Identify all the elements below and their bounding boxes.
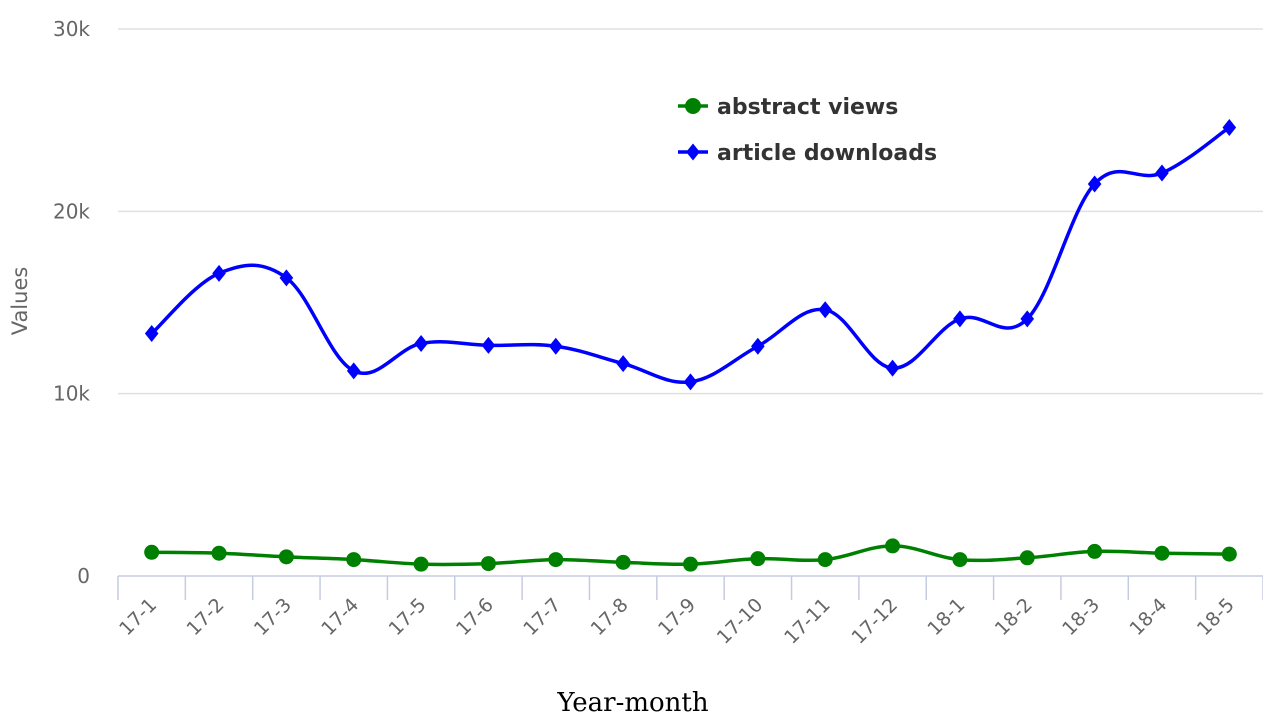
x-tick-label: 17-12 (847, 594, 902, 649)
legend-label: article downloads (717, 141, 937, 166)
data-point (750, 551, 766, 567)
data-point (1020, 310, 1035, 328)
x-tick-label: 17-3 (250, 594, 296, 640)
data-point (1155, 164, 1169, 182)
x-tick-label: 17-5 (385, 594, 431, 640)
data-point (346, 552, 362, 568)
data-point (885, 538, 901, 554)
data-point (885, 359, 900, 377)
x-tick-label: 18-2 (991, 594, 1037, 640)
x-tick-label: 17-6 (452, 594, 498, 640)
y-axis: 0 10k 20k 30k (53, 17, 90, 588)
grid-lines (118, 28, 1263, 395)
y-tick-label: 30k (53, 17, 90, 41)
data-point (1221, 546, 1237, 562)
data-point (481, 336, 496, 354)
x-tick-label: 18-1 (923, 594, 969, 640)
series-article-downloads (144, 118, 1237, 391)
data-point (683, 373, 698, 391)
x-tick-label: 18-4 (1125, 594, 1171, 640)
x-tick-label: 17-4 (317, 594, 363, 640)
x-axis-label: Year-month (556, 688, 709, 713)
x-axis: 17-1 17-2 17-3 17-4 17-5 17-6 17-7 17-8 17-9 17-1… (115, 575, 1263, 649)
diamond-marker-icon (686, 143, 700, 161)
x-tick-label: 17-1 (115, 594, 161, 640)
data-point (346, 362, 361, 380)
legend: abstract views article downloads (678, 95, 937, 166)
data-point (278, 549, 294, 565)
y-axis-label: Values (8, 267, 32, 336)
data-point (1154, 545, 1170, 561)
x-tick-label: 18-5 (1193, 594, 1239, 640)
data-point (751, 337, 765, 355)
x-tick-label: 17-9 (654, 594, 700, 640)
data-point (683, 556, 698, 572)
x-tick-label: 17-11 (780, 594, 835, 649)
data-point (279, 269, 294, 287)
data-point (144, 324, 159, 342)
data-point (952, 552, 968, 568)
data-point (144, 544, 160, 560)
x-tick-label: 17-2 (183, 594, 229, 640)
x-tick-label: 18-3 (1058, 594, 1104, 640)
data-point (616, 355, 630, 373)
data-point (615, 554, 631, 570)
data-point (1222, 118, 1237, 136)
data-point (211, 545, 227, 561)
legend-item-article-downloads: article downloads (678, 141, 937, 166)
data-point (414, 335, 428, 353)
data-point (413, 556, 429, 572)
y-tick-label: 10k (53, 382, 90, 406)
data-point (818, 301, 833, 319)
legend-label: abstract views (717, 95, 898, 120)
series-line-article-downloads (150, 126, 1231, 384)
data-point (1087, 543, 1103, 559)
data-point (1087, 175, 1102, 193)
data-point (548, 337, 563, 355)
y-tick-label: 0 (77, 564, 90, 588)
y-tick-label: 20k (53, 199, 90, 223)
data-point (817, 552, 833, 568)
data-point (953, 310, 967, 328)
x-tick-label: 17-7 (519, 594, 565, 640)
data-point (212, 264, 226, 282)
x-tick-label: 17-8 (587, 594, 633, 640)
data-point (1019, 550, 1035, 566)
data-point (548, 552, 564, 568)
circle-marker-icon (685, 98, 701, 114)
legend-item-abstract-views: abstract views (678, 95, 898, 120)
series-layer (144, 118, 1237, 572)
data-point (480, 556, 496, 572)
x-tick-label: 17-10 (713, 594, 768, 649)
series-abstract-views (144, 538, 1237, 572)
